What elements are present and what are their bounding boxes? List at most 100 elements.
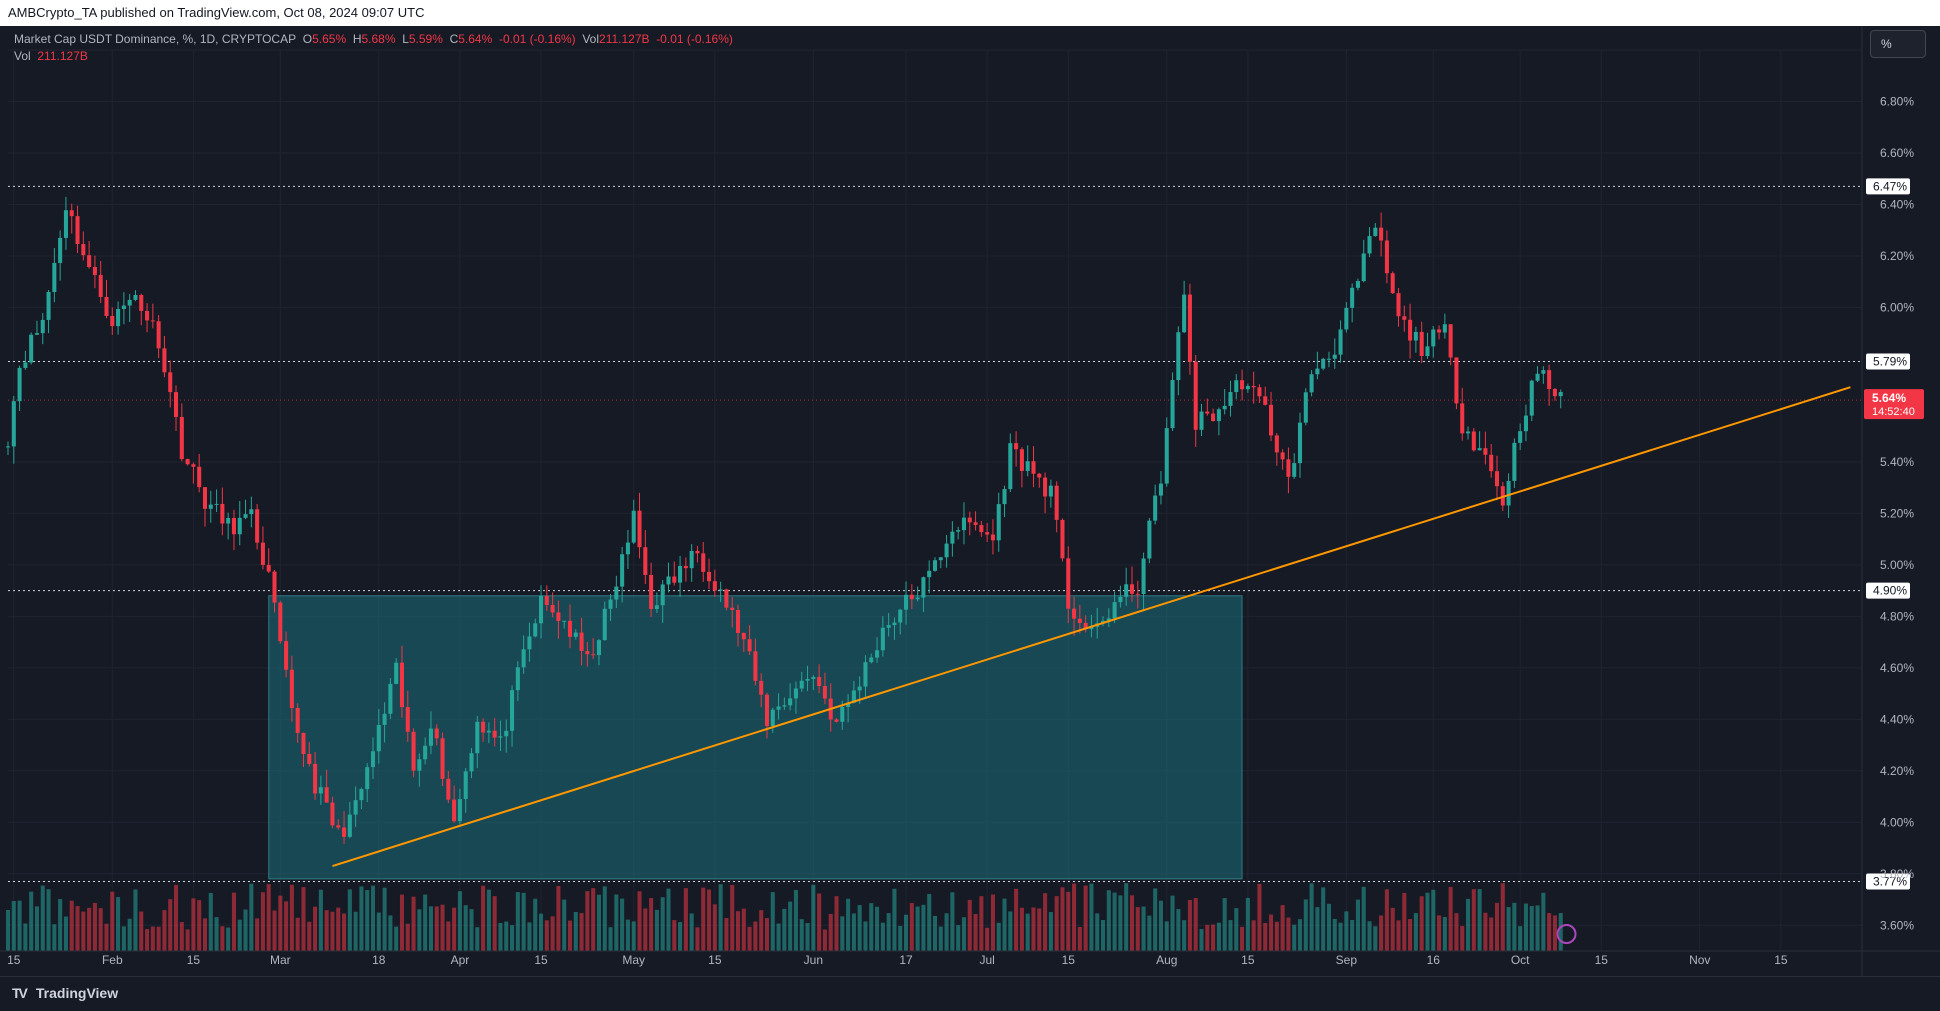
legend-row-volume: Vol 211.127B: [14, 48, 733, 65]
volume-bar: [1419, 896, 1424, 951]
volume-bar: [457, 891, 462, 951]
candle-body: [1135, 593, 1140, 595]
candle-body: [1350, 287, 1355, 308]
candle-body: [944, 543, 949, 558]
volume-bar: [75, 906, 80, 951]
volume-bar: [1454, 913, 1459, 951]
candle-body: [799, 680, 804, 689]
volume-bar: [985, 927, 990, 951]
candle-body: [1025, 461, 1030, 471]
candle-body: [625, 542, 630, 555]
candle-body: [405, 707, 410, 732]
volume-bar: [1425, 892, 1430, 951]
candle-body: [492, 730, 497, 738]
volume-bar: [990, 894, 995, 951]
candle-body: [1031, 461, 1036, 474]
candle-body: [759, 680, 764, 695]
candle-body: [689, 550, 694, 569]
candle-body: [1019, 449, 1024, 471]
volume-bar: [11, 901, 16, 951]
candle-body: [1170, 380, 1175, 429]
volume-bar: [1292, 924, 1297, 951]
candle-body: [1141, 558, 1146, 595]
y-tick-label: 6.80%: [1880, 94, 1914, 108]
volume-bar: [764, 918, 770, 951]
y-tick-label: 6.40%: [1880, 197, 1914, 211]
volume-bar: [1396, 920, 1401, 951]
volume-bar: [92, 902, 97, 951]
candle-body: [1558, 392, 1563, 397]
y-tick-label: 4.80%: [1880, 609, 1914, 623]
scale-percent-button[interactable]: %: [1870, 30, 1926, 58]
volume-bar: [799, 919, 804, 951]
candle-body: [481, 721, 486, 733]
candle-body: [1541, 370, 1546, 374]
candle-body: [875, 650, 880, 658]
candle-body: [579, 632, 584, 651]
x-tick-label: Jun: [804, 953, 823, 967]
volume-bar: [469, 909, 474, 951]
candle-body: [1321, 358, 1326, 369]
volume-bar: [927, 893, 932, 951]
volume-bar: [1355, 899, 1360, 951]
x-tick-label: 15: [1241, 953, 1255, 967]
volume-bar: [857, 905, 862, 951]
volume-bar: [567, 920, 573, 951]
candle-body: [116, 309, 121, 327]
y-tick-label: 4.20%: [1880, 764, 1914, 778]
candle-body: [428, 728, 433, 746]
volume-bar: [185, 929, 190, 951]
candle-body: [515, 667, 520, 691]
candle-body: [1129, 584, 1135, 594]
volume-bar: [1043, 893, 1048, 951]
candle-body: [782, 705, 787, 707]
volume-bar: [1199, 929, 1204, 951]
volume-bar: [1072, 883, 1077, 951]
volume-bar: [1373, 926, 1378, 951]
volume-bar: [324, 910, 329, 951]
volume-bar: [226, 927, 231, 951]
candle-body: [550, 604, 555, 613]
volume-bar: [921, 904, 926, 951]
volume-bar: [191, 898, 196, 951]
volume-bar: [394, 926, 399, 951]
candle-body: [1002, 489, 1007, 505]
candle-body: [851, 690, 856, 703]
candle-body: [1147, 520, 1152, 559]
volume-bar: [1222, 898, 1227, 951]
tradingview-logo[interactable]: TV TradingView: [12, 985, 118, 1001]
volume-bar: [423, 894, 428, 951]
volume-bar: [318, 889, 323, 951]
candle-body: [956, 530, 961, 532]
candle-body: [17, 367, 22, 402]
price-chart[interactable]: 6.47%5.79%4.90%3.77%5.64%14:52:40 7.00%6…: [0, 26, 1940, 976]
candle-body: [927, 570, 932, 578]
volume-bar: [301, 887, 306, 951]
volume-bar: [793, 889, 798, 951]
candle-body: [573, 632, 578, 637]
candle-body: [938, 557, 943, 561]
volume-bar: [81, 911, 86, 951]
volume-bar: [637, 891, 642, 951]
volume-bar: [1245, 897, 1250, 951]
candle-body: [440, 738, 445, 779]
candle-body: [1465, 431, 1471, 434]
volume-bar: [950, 892, 955, 951]
y-tick-label: 4.60%: [1880, 661, 1914, 675]
candle-body: [649, 574, 654, 610]
volume-bar: [1518, 926, 1523, 951]
volume-bar: [585, 891, 590, 951]
volume-bar: [399, 894, 405, 951]
volume-bar: [168, 899, 173, 951]
x-tick-label: Apr: [451, 953, 470, 967]
candle-body: [202, 487, 208, 509]
candle-body: [278, 602, 283, 642]
volume-bar: [307, 921, 312, 951]
candle-body: [376, 724, 381, 752]
volume-bar: [1442, 917, 1447, 951]
legend-change: -0.01 (-0.16%): [498, 32, 576, 46]
candle-body: [243, 514, 248, 518]
volume-bar: [1558, 913, 1563, 951]
candle-body: [1535, 373, 1540, 381]
volume-bar: [1465, 898, 1471, 951]
